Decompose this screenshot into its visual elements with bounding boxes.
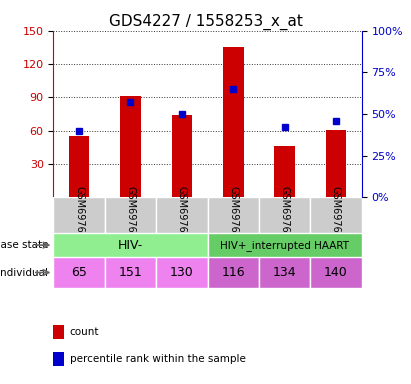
Text: 140: 140 <box>324 266 348 279</box>
Bar <box>208 233 362 257</box>
Bar <box>120 96 141 197</box>
Bar <box>208 257 259 288</box>
Text: individual: individual <box>0 268 48 278</box>
Text: GSM697655: GSM697655 <box>279 186 290 245</box>
Text: 116: 116 <box>222 266 245 279</box>
Bar <box>53 197 105 233</box>
Bar <box>259 257 310 288</box>
Text: percentile rank within the sample: percentile rank within the sample <box>70 354 246 364</box>
Text: GSM697652: GSM697652 <box>125 186 136 245</box>
Text: 130: 130 <box>170 266 194 279</box>
Text: 134: 134 <box>273 266 296 279</box>
Text: GSM697654: GSM697654 <box>228 186 238 245</box>
Text: GDS4227 / 1558253_x_at: GDS4227 / 1558253_x_at <box>109 13 302 30</box>
Text: count: count <box>70 327 99 337</box>
Bar <box>156 197 208 233</box>
Bar <box>223 47 243 197</box>
Text: 151: 151 <box>119 266 142 279</box>
Text: 65: 65 <box>71 266 87 279</box>
Bar <box>105 197 156 233</box>
Bar <box>310 197 362 233</box>
Bar <box>275 146 295 197</box>
Bar <box>172 115 192 197</box>
Text: HIV-: HIV- <box>118 238 143 252</box>
Text: disease state: disease state <box>0 240 48 250</box>
Bar <box>326 130 346 197</box>
Bar <box>156 257 208 288</box>
Bar <box>53 233 208 257</box>
Bar <box>53 257 105 288</box>
Text: GSM697653: GSM697653 <box>177 186 187 245</box>
Text: GSM697651: GSM697651 <box>74 186 84 245</box>
Bar <box>259 197 310 233</box>
Text: GSM697656: GSM697656 <box>331 186 341 245</box>
Bar <box>208 197 259 233</box>
Bar <box>310 257 362 288</box>
Text: HIV+_interrupted HAART: HIV+_interrupted HAART <box>220 240 349 251</box>
Bar <box>69 136 90 197</box>
Bar <box>105 257 156 288</box>
